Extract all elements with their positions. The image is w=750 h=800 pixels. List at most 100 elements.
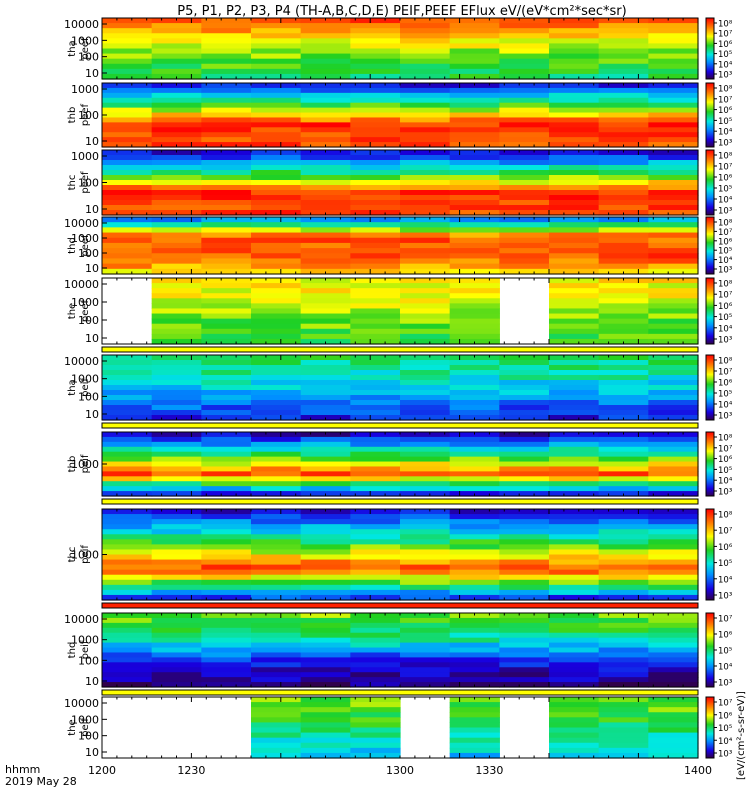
spectrogram-cell [251, 491, 302, 497]
spectrogram-cell [251, 509, 302, 515]
spectrogram-cell [648, 415, 699, 421]
colorbar-tick-label: 10³ [718, 71, 732, 81]
spectrogram-cell [400, 248, 451, 254]
spectrogram-cell [251, 410, 302, 416]
spectrogram-cell [499, 248, 550, 254]
spectrogram-cell [449, 293, 500, 299]
spectrogram-cell [499, 137, 550, 143]
spectrogram-cell [201, 415, 252, 421]
spectrogram-cell [549, 242, 600, 249]
spectrogram-cell [499, 112, 550, 119]
spectrogram-cell [102, 232, 153, 239]
spectrogram-cell [300, 200, 351, 206]
spectrogram-cell [549, 682, 600, 688]
spectrogram-cell [300, 569, 351, 576]
spectrogram-cell [449, 544, 500, 551]
spectrogram-cell [499, 242, 550, 249]
spectrogram-cell [400, 395, 451, 401]
spectrogram-cell [449, 554, 500, 561]
spectrogram-cell [251, 564, 302, 571]
spectrogram-cell [648, 38, 699, 45]
spectrogram-cell [350, 747, 401, 754]
spectrogram-cell [151, 323, 202, 330]
spectrogram-cell [350, 579, 401, 586]
y-tick-label: 1000 [71, 296, 99, 309]
spectrogram-cell [350, 594, 401, 601]
spectrogram-cell [350, 524, 401, 530]
spectrogram-cell [499, 564, 550, 571]
spectrogram-cell [151, 165, 202, 171]
spectrogram-cell [350, 742, 401, 749]
spectrogram-cell [251, 33, 302, 39]
separator-strip [101, 602, 699, 609]
spectrogram-cell [400, 564, 451, 571]
spectrogram-cell [201, 441, 252, 448]
spectrogram-cell [201, 48, 252, 55]
spectrogram-cell [549, 237, 600, 244]
spectrogram-cell [598, 451, 649, 458]
panel-species-label: peif [80, 454, 91, 473]
y-tick-label: 1000 [71, 713, 99, 726]
spectrogram-cell [251, 539, 302, 545]
colorbar-tick-label: 10⁸ [718, 357, 733, 367]
spectrogram-cell [251, 83, 302, 89]
spectrogram-cell [400, 667, 451, 673]
spectrogram-cell [598, 63, 649, 70]
spectrogram-cell [350, 446, 401, 453]
spectrogram-cell [251, 58, 302, 65]
spectrogram-cell [350, 185, 401, 191]
spectrogram-cell [251, 232, 302, 239]
spectrogram-cell [251, 258, 302, 265]
spectrogram-cell [598, 697, 649, 703]
spectrogram-cell [102, 68, 153, 75]
spectrogram-cell [201, 622, 252, 629]
spectrogram-cell [350, 471, 401, 477]
spectrogram-cell [549, 747, 600, 754]
spectrogram-cell [400, 83, 451, 89]
spectrogram-cell [251, 722, 302, 729]
spectrogram-cell [598, 637, 649, 644]
spectrogram-cell [598, 481, 649, 487]
spectrogram-cell [102, 97, 153, 104]
spectrogram-cell [499, 83, 550, 89]
spectrogram-cell [151, 642, 202, 649]
spectrogram-cell [549, 697, 600, 703]
spectrogram-cell [350, 248, 401, 254]
spectrogram-cell [251, 222, 302, 228]
spectrogram-cell [648, 732, 699, 739]
separator-strip [101, 346, 699, 353]
spectrogram-cell [499, 594, 550, 601]
spectrogram-cell [549, 210, 600, 216]
spectrogram-cell [499, 38, 550, 45]
spectrogram-cell [598, 237, 649, 244]
spectrogram-cell [251, 594, 302, 601]
spectrogram-cell [251, 160, 302, 166]
spectrogram-cell [350, 657, 401, 663]
spectrogram-cell [499, 18, 550, 24]
spectrogram-cell [102, 441, 153, 448]
spectrogram-cell [449, 436, 500, 443]
spectrogram-cell [499, 584, 550, 591]
spectrogram-cell [499, 117, 550, 123]
spectrogram-cell [598, 380, 649, 386]
spectrogram-cell [151, 400, 202, 406]
y-tick-label: 1000 [71, 549, 99, 562]
spectrogram-cell [449, 283, 500, 289]
spectrogram-cell [648, 375, 699, 381]
spectrogram-cell [102, 569, 153, 576]
spectrogram-cell [549, 395, 600, 401]
spectrogram-cell [201, 170, 252, 176]
spectrogram-cell [499, 461, 550, 468]
spectrogram-cell [102, 185, 153, 191]
colorbar-tick-label: 10⁴ [718, 401, 733, 411]
spectrogram-cell [251, 461, 302, 468]
spectrogram-cell [449, 613, 500, 619]
spectrogram-cell [598, 514, 649, 520]
spectrogram-cell [449, 195, 500, 201]
spectrogram-cell [400, 519, 451, 525]
panel-probe-label: the [67, 303, 78, 319]
spectrogram-cell [400, 180, 451, 186]
spectrogram-cell [499, 132, 550, 138]
spectrogram-cell [350, 97, 401, 104]
